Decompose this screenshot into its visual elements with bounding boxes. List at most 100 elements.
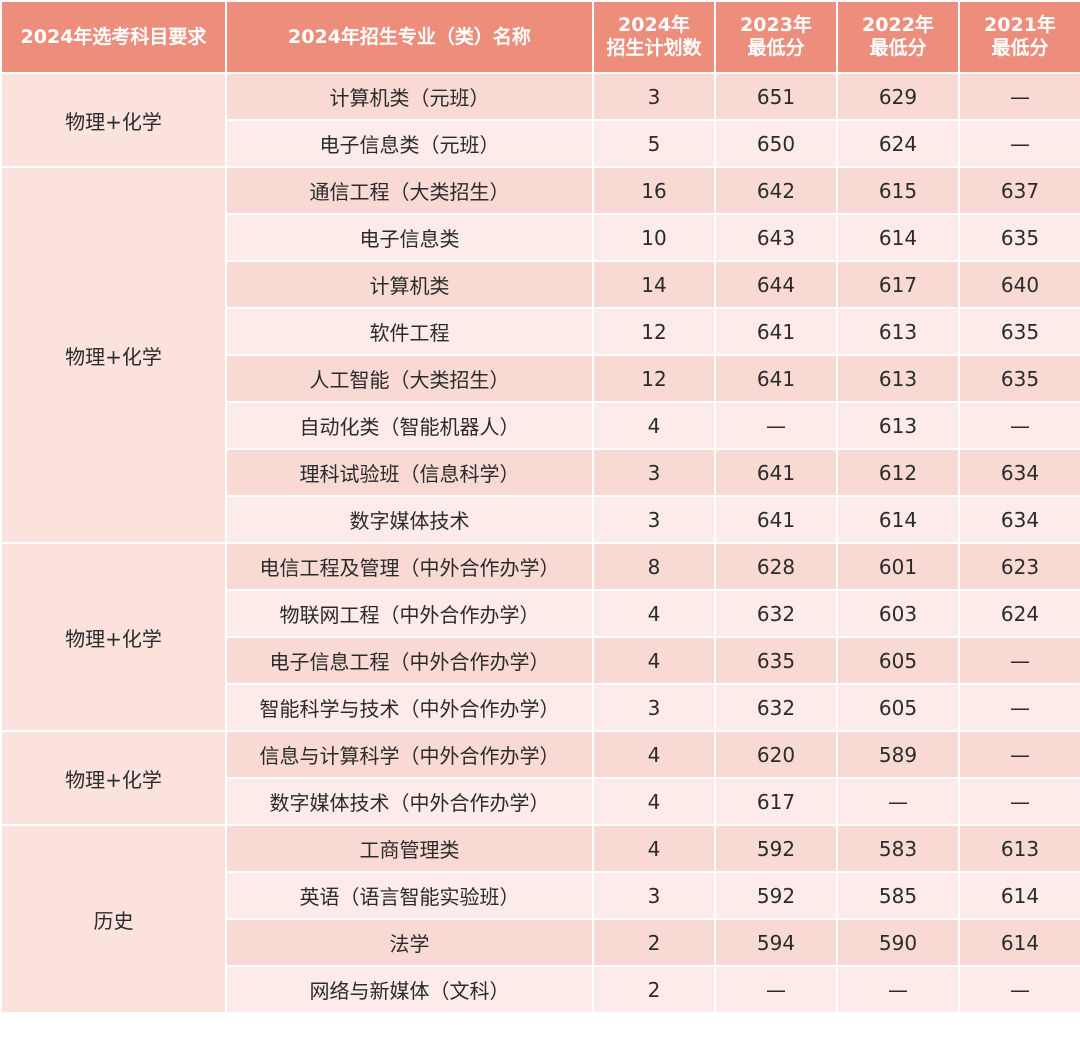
- score-2022-cell: 603: [836, 589, 960, 638]
- plan-count-cell: 16: [592, 166, 716, 215]
- plan-count-cell: 4: [592, 730, 716, 779]
- table-row: 智能科学与技术（中外合作办学） 3 632 605—: [1, 683, 1080, 732]
- table-row: 电子信息类 10 643 614 635: [1, 213, 1080, 262]
- score-2021-cell: —: [958, 777, 1080, 826]
- header-plan-line1: 2024年: [618, 14, 690, 36]
- header-plan-count: 2024年 招生计划数: [592, 0, 716, 74]
- plan-count-cell: 3: [592, 72, 716, 121]
- score-2021-cell: 640: [958, 260, 1080, 309]
- plan-count-cell: 4: [592, 777, 716, 826]
- major-name-cell: 电信工程及管理（中外合作办学）: [225, 542, 594, 591]
- table-row: 法学 2 594 590 614: [1, 918, 1080, 967]
- score-2023-cell: 642: [714, 166, 838, 215]
- major-name-cell: 电子信息类（元班）: [225, 119, 594, 168]
- table-row: 电子信息类（元班） 5 650 624—: [1, 119, 1080, 168]
- score-2021-cell: —: [958, 72, 1080, 121]
- score-2021-cell: 613: [958, 824, 1080, 873]
- score-2022-cell: 605: [836, 636, 960, 685]
- subject-requirement-cell: 物理+化学: [0, 166, 227, 544]
- score-2021-cell: 635: [958, 354, 1080, 403]
- score-2022-cell: 617: [836, 260, 960, 309]
- score-2023-cell: 641: [714, 307, 838, 356]
- score-2023-cell: —: [714, 965, 838, 1014]
- score-2021-cell: 623: [958, 542, 1080, 591]
- header-score-2021: 2021年 最低分: [958, 0, 1080, 74]
- score-2021-cell: —: [958, 636, 1080, 685]
- score-2021-cell: 637: [958, 166, 1080, 215]
- score-2022-cell: —: [836, 965, 960, 1014]
- plan-count-cell: 8: [592, 542, 716, 591]
- score-2022-cell: 614: [836, 495, 960, 544]
- score-2023-cell: 628: [714, 542, 838, 591]
- plan-count-cell: 2: [592, 965, 716, 1014]
- header-subject-requirement: 2024年选考科目要求: [0, 0, 227, 74]
- plan-count-cell: 3: [592, 683, 716, 732]
- plan-count-cell: 3: [592, 495, 716, 544]
- major-name-cell: 工商管理类: [225, 824, 594, 873]
- score-2023-cell: 620: [714, 730, 838, 779]
- score-2021-cell: —: [958, 119, 1080, 168]
- score-2023-cell: 641: [714, 495, 838, 544]
- table-row: 物联网工程（中外合作办学） 4 632 603 624: [1, 589, 1080, 638]
- table-row: 网络与新媒体（文科） 2— — —: [1, 965, 1080, 1014]
- table-row: 数字媒体技术 3 641 614 634: [1, 495, 1080, 544]
- major-name-cell: 英语（语言智能实验班）: [225, 871, 594, 920]
- score-2022-cell: 589: [836, 730, 960, 779]
- header-subject-label: 2024年选考科目要求: [20, 25, 207, 48]
- major-name-cell: 计算机类: [225, 260, 594, 309]
- score-2023-cell: 635: [714, 636, 838, 685]
- table-row: 人工智能（大类招生） 12 641 613 635: [1, 354, 1080, 403]
- major-name-cell: 自动化类（智能机器人）: [225, 401, 594, 450]
- header-2021-line2: 最低分: [991, 37, 1049, 59]
- header-major-label: 2024年招生专业（类）名称: [288, 25, 531, 48]
- score-2022-cell: —: [836, 777, 960, 826]
- plan-count-cell: 5: [592, 119, 716, 168]
- major-name-cell: 数字媒体技术: [225, 495, 594, 544]
- score-2021-cell: —: [958, 965, 1080, 1014]
- score-2023-cell: 592: [714, 871, 838, 920]
- plan-count-cell: 3: [592, 448, 716, 497]
- plan-count-cell: 4: [592, 824, 716, 873]
- major-name-cell: 计算机类（元班）: [225, 72, 594, 121]
- header-2021-line1: 2021年: [984, 14, 1056, 36]
- score-2021-cell: 634: [958, 448, 1080, 497]
- table-header: 2024年选考科目要求 2024年招生专业（类）名称 2024年 招生计划数 2…: [0, 0, 1080, 74]
- header-2022-line1: 2022年: [862, 14, 934, 36]
- score-2022-cell: 583: [836, 824, 960, 873]
- header-plan-line2: 招生计划数: [606, 37, 702, 59]
- score-2021-cell: 634: [958, 495, 1080, 544]
- score-2023-cell: 632: [714, 683, 838, 732]
- score-2021-cell: —: [958, 683, 1080, 732]
- header-2022-line2: 最低分: [869, 37, 927, 59]
- major-name-cell: 通信工程（大类招生）: [225, 166, 594, 215]
- plan-count-cell: 3: [592, 871, 716, 920]
- score-2022-cell: 614: [836, 213, 960, 262]
- major-name-cell: 网络与新媒体（文科）: [225, 965, 594, 1014]
- score-2021-cell: 614: [958, 871, 1080, 920]
- major-name-cell: 理科试验班（信息科学）: [225, 448, 594, 497]
- major-name-cell: 软件工程: [225, 307, 594, 356]
- header-2023-line2: 最低分: [747, 37, 805, 59]
- score-2023-cell: 594: [714, 918, 838, 967]
- score-2023-cell: 650: [714, 119, 838, 168]
- score-2022-cell: 605: [836, 683, 960, 732]
- header-score-2023: 2023年 最低分: [714, 0, 838, 74]
- score-2023-cell: 632: [714, 589, 838, 638]
- score-2023-cell: 641: [714, 354, 838, 403]
- score-2022-cell: 613: [836, 307, 960, 356]
- score-2022-cell: 590: [836, 918, 960, 967]
- major-name-cell: 法学: [225, 918, 594, 967]
- score-2021-cell: 635: [958, 213, 1080, 262]
- score-2022-cell: 615: [836, 166, 960, 215]
- plan-count-cell: 4: [592, 589, 716, 638]
- plan-count-cell: 10: [592, 213, 716, 262]
- score-2022-cell: 629: [836, 72, 960, 121]
- subject-requirement-cell: 物理+化学: [0, 730, 227, 826]
- major-name-cell: 信息与计算科学（中外合作办学）: [225, 730, 594, 779]
- score-2023-cell: 641: [714, 448, 838, 497]
- table-row: 物理+化学 通信工程（大类招生） 16 642 615 637: [0, 166, 1080, 544]
- table-row: 自动化类（智能机器人） 4—613—: [1, 401, 1080, 450]
- score-2022-cell: 585: [836, 871, 960, 920]
- score-2023-cell: —: [714, 401, 838, 450]
